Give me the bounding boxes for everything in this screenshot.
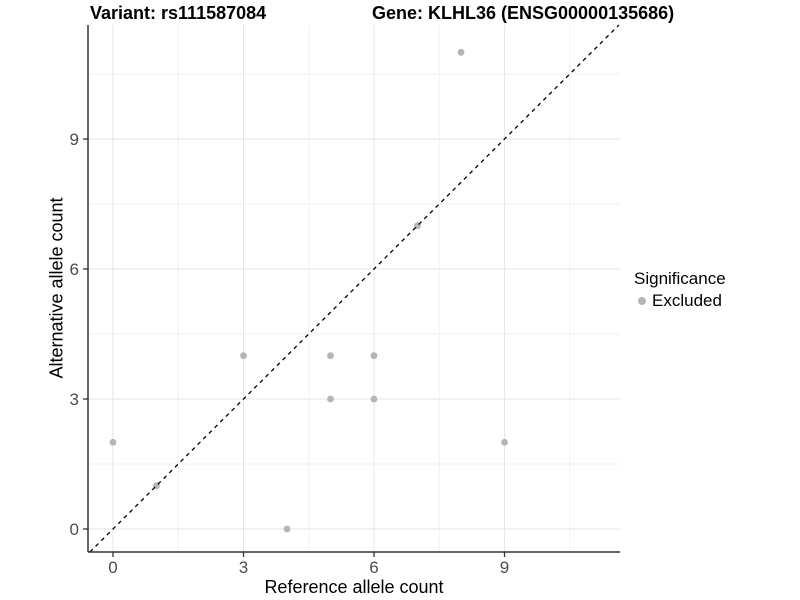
legend-title: Significance	[634, 269, 726, 288]
legend-item-excluded: Excluded	[634, 291, 726, 311]
data-point	[240, 352, 247, 360]
x-tick-label: 9	[500, 558, 509, 577]
excluded-point-icon	[638, 297, 646, 305]
y-tick-label: 9	[70, 130, 79, 149]
x-tick-label: 3	[239, 558, 248, 577]
y-tick-label: 6	[70, 260, 79, 279]
gene-title: Gene: KLHL36 (ENSG00000135686)	[372, 3, 675, 23]
legend: Significance Excluded	[634, 268, 726, 311]
y-axis-title: Alternative allele count	[46, 197, 67, 379]
x-tick-label: 0	[108, 558, 117, 577]
x-tick-label: 6	[369, 558, 378, 577]
data-point	[370, 352, 378, 360]
identity-line	[89, 24, 620, 553]
legend-item-label: Excluded	[652, 291, 722, 310]
data-point	[109, 438, 117, 446]
y-tick-label: 0	[70, 520, 79, 539]
data-point	[327, 352, 334, 360]
x-axis-title: Reference allele count	[264, 577, 444, 597]
data-point	[283, 525, 291, 533]
y-tick-label: 3	[70, 390, 79, 409]
data-point	[327, 395, 334, 403]
variant-title: Variant: rs111587084	[90, 3, 267, 23]
data-point	[457, 48, 465, 56]
data-point	[501, 438, 508, 446]
data-point	[370, 395, 378, 403]
